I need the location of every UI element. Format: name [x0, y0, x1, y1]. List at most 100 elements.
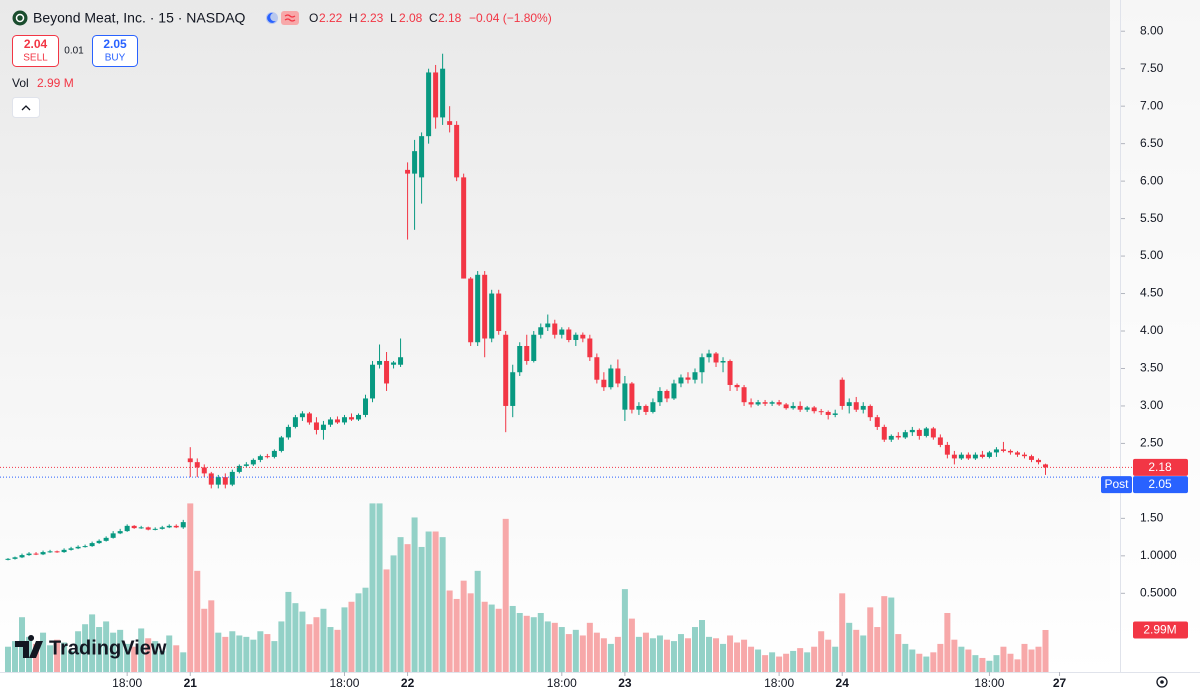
volume-bar: [706, 636, 713, 672]
candle-body: [727, 360, 733, 385]
volume-bar: [523, 615, 530, 672]
sell-label: SELL: [23, 53, 48, 64]
adjust-icon[interactable]: [281, 11, 299, 25]
volume-bar: [446, 590, 453, 672]
volume-bar: [320, 608, 327, 672]
volume-bar: [1042, 629, 1049, 672]
candle-body: [1007, 450, 1013, 453]
settings-icon[interactable]: [1156, 676, 1168, 688]
volume-bar: [481, 601, 488, 672]
candle-body: [482, 274, 488, 339]
candle-body: [650, 402, 656, 412]
volume-bar: [222, 636, 229, 672]
candle-body: [285, 426, 291, 438]
volume-bar: [355, 593, 362, 672]
candle-body: [664, 390, 670, 399]
high-label: H: [349, 11, 358, 25]
candle-body: [853, 402, 859, 410]
volume-bar: [600, 638, 607, 672]
candle-body: [776, 402, 782, 405]
candle-body: [951, 454, 957, 459]
candle-body: [517, 345, 523, 373]
sell-button[interactable]: [12, 35, 59, 67]
candle-body: [475, 274, 481, 343]
candle-body: [916, 429, 922, 436]
candle-body: [117, 531, 123, 534]
volume-bar: [208, 600, 215, 672]
candle-body: [930, 428, 936, 438]
y-tick-label: 8.00: [1140, 23, 1164, 37]
candle-body: [264, 456, 270, 458]
volume-bar: [1021, 643, 1028, 672]
volume-bar: [173, 645, 180, 672]
candle-body: [559, 329, 565, 335]
volume-bar: [860, 635, 867, 672]
candle-body: [243, 464, 249, 466]
candle-body: [1043, 464, 1049, 468]
volume-bar: [264, 634, 271, 672]
spread: 0.01: [64, 46, 84, 57]
volume-bar: [839, 593, 846, 672]
volume-bar: [348, 601, 355, 672]
volume-label: Vol: [12, 76, 29, 90]
volume-bar: [68, 650, 75, 672]
candle-body: [391, 362, 397, 365]
candle-body: [447, 121, 453, 125]
volume-bar: [930, 652, 937, 672]
volume-bar: [418, 546, 425, 672]
volume-bar: [684, 638, 691, 672]
volume-bar: [649, 638, 656, 672]
candle-body: [110, 533, 116, 538]
volume-bar: [411, 517, 418, 672]
candle-body: [166, 525, 172, 528]
candle-body: [769, 402, 775, 404]
y-tick-label: 7.50: [1140, 61, 1164, 75]
candle-body: [19, 555, 25, 558]
volume-bar: [1014, 659, 1021, 672]
volume-bar: [166, 635, 173, 672]
collapse-button[interactable]: [12, 97, 40, 118]
volume-bar: [790, 650, 797, 672]
volume-bar: [551, 622, 558, 672]
x-tick-label: 18:00: [974, 676, 1004, 690]
volume-bar: [944, 612, 951, 672]
candle-body: [103, 537, 109, 541]
candle-body: [993, 449, 999, 453]
volume-bar: [152, 641, 159, 672]
volume-bar: [236, 635, 243, 672]
volume-bar: [257, 631, 264, 672]
moon-icon: [267, 12, 276, 23]
candle-body: [370, 364, 376, 399]
volume-bar: [818, 631, 825, 672]
open-label: O: [309, 11, 318, 25]
volume-bar: [1028, 649, 1035, 672]
volume-bar: [853, 629, 860, 672]
volume-bar: [691, 627, 698, 672]
volume-bar: [825, 639, 832, 672]
x-tick-label: 18:00: [547, 676, 577, 690]
candle-body: [671, 383, 677, 399]
volume-bar: [145, 638, 152, 672]
candle-body: [972, 454, 978, 459]
candle-body: [832, 413, 838, 415]
y-tick-label: 4.50: [1140, 286, 1164, 300]
candle-body: [299, 413, 305, 418]
price-axis-background: [1110, 0, 1200, 672]
candle-body: [152, 528, 158, 530]
candle-body: [341, 417, 347, 423]
candle-body: [222, 477, 228, 485]
symbol-logo-mark: [15, 13, 25, 23]
candle-body: [377, 360, 383, 365]
buy-button[interactable]: [92, 35, 138, 67]
candle-body: [601, 379, 607, 388]
volume-bar: [453, 598, 460, 672]
candle-body: [783, 404, 789, 409]
volume-bar: [313, 617, 320, 672]
candle-body: [33, 553, 39, 555]
volume-bar: [103, 621, 110, 672]
candle-body: [138, 527, 144, 529]
y-tick-label: 1.0000: [1140, 548, 1177, 562]
candle-body: [895, 435, 901, 438]
volume-bar: [909, 649, 916, 672]
candle-body: [790, 405, 796, 409]
